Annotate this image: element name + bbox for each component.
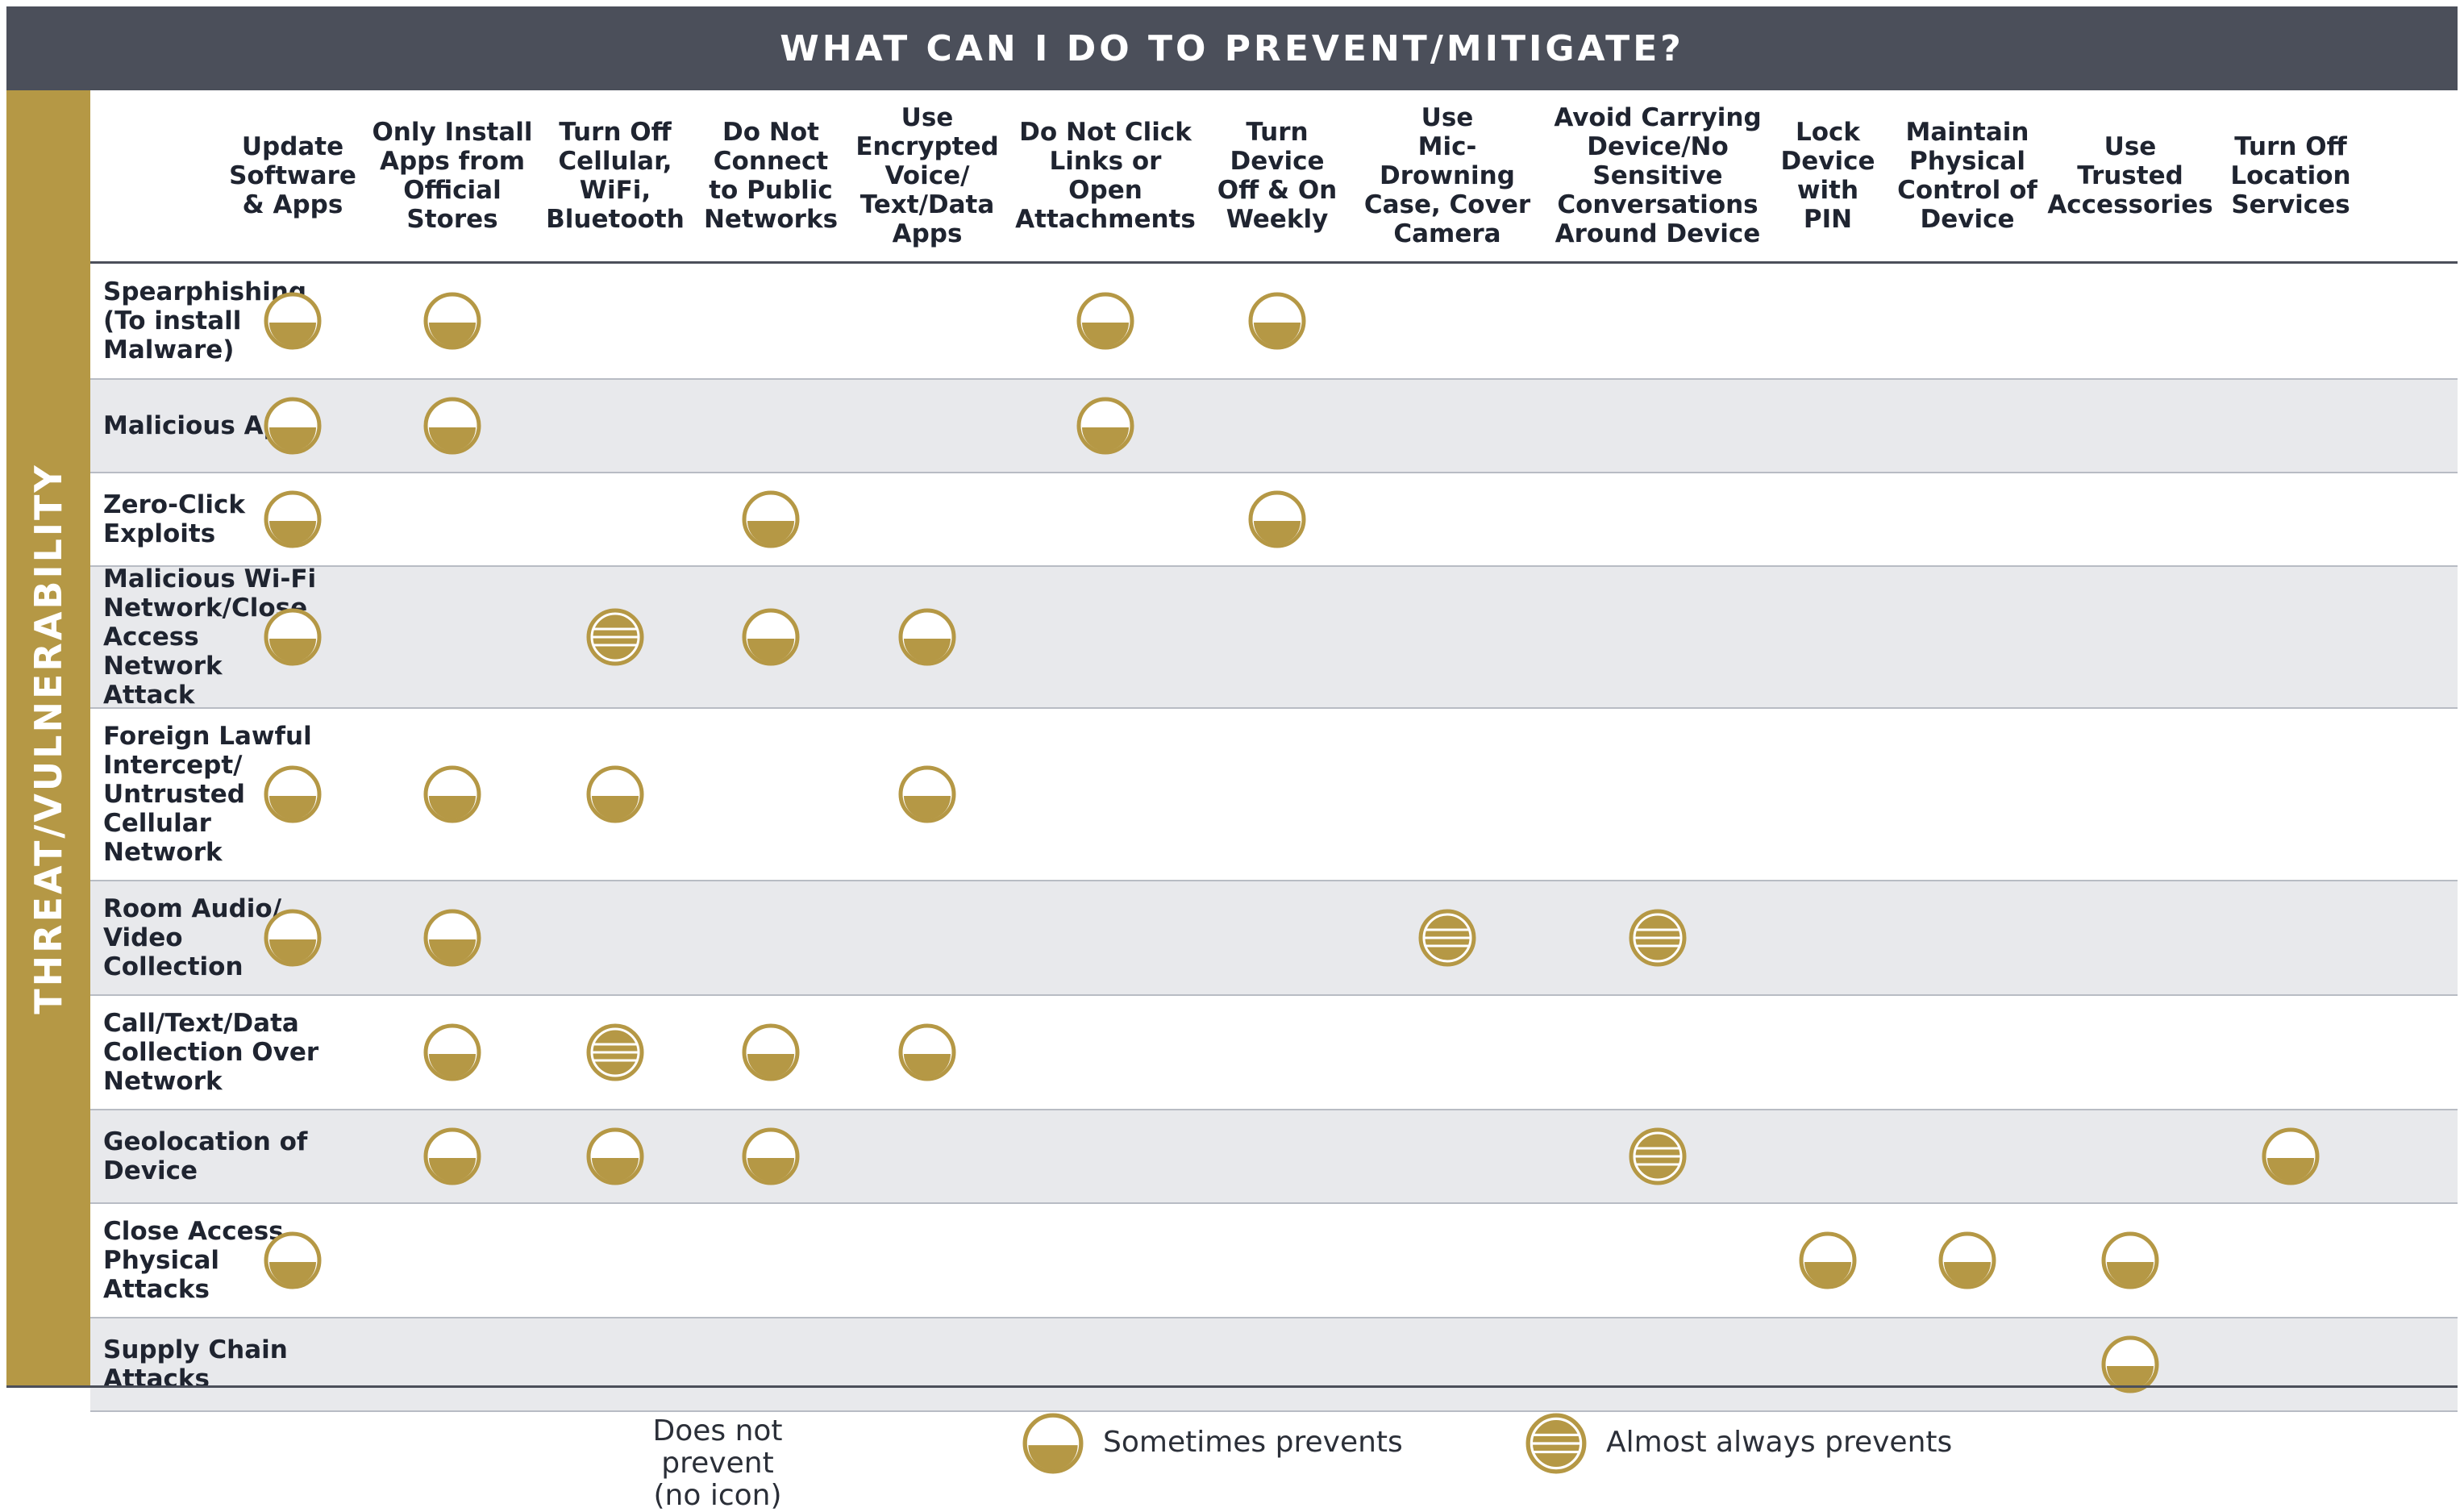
- row-label: Call/Text/Data Collection Over Network: [103, 1009, 319, 1096]
- mitigation-table: Update Software & Apps Only Install Apps …: [90, 90, 2458, 1412]
- row-label: Supply Chain Attacks: [103, 1335, 288, 1393]
- legend-sometimes-label: Sometimes prevents: [1103, 1426, 1403, 1459]
- column-header-pin: Lock Device with PIN: [1780, 118, 1875, 234]
- almost-always-prevents-icon: [586, 608, 644, 666]
- table-row: Geolocation of Device: [90, 1110, 2458, 1204]
- almost-always-prevents-icon: [1629, 1127, 1687, 1185]
- row-label: Spearphishing (To install Malware): [103, 277, 307, 364]
- sometimes-prevents-icon: [1248, 292, 1306, 350]
- sometimes-prevents-icon: [586, 1127, 644, 1185]
- sometimes-prevents-icon: [423, 1127, 481, 1185]
- almost-always-prevents-icon: [1629, 909, 1687, 967]
- sometimes-prevents-icon: [264, 909, 322, 967]
- page-header: WHAT CAN I DO TO PREVENT/MITIGATE?: [6, 6, 2458, 90]
- sometimes-prevents-icon: [2101, 1231, 2159, 1289]
- sometimes-prevents-icon: [423, 397, 481, 455]
- sometimes-prevents-icon: [264, 608, 322, 666]
- sometimes-prevents-icon: [586, 765, 644, 823]
- table-row: Zero-Click Exploits: [90, 473, 2458, 567]
- sometimes-prevents-icon: [264, 1231, 322, 1289]
- sometimes-prevents-icon: [2262, 1127, 2320, 1185]
- sometimes-prevents-icon: [742, 1127, 800, 1185]
- column-header-row: Update Software & Apps Only Install Apps …: [90, 90, 2458, 264]
- sometimes-prevents-icon: [1022, 1413, 1084, 1474]
- column-header-update: Update Software & Apps: [229, 132, 356, 219]
- column-header-avoid: Avoid Carrying Device/No Sensitive Conve…: [1554, 103, 1762, 248]
- sometimes-prevents-icon: [2101, 1335, 2159, 1393]
- threat-vulnerability-sidebar: THREAT/VULNERABILITY: [6, 90, 90, 1387]
- legend-none-label: Does not prevent (no icon): [652, 1414, 783, 1512]
- sometimes-prevents-icon: [898, 765, 956, 823]
- table-row: Call/Text/Data Collection Over Network: [90, 996, 2458, 1110]
- table-row: Close Access Physical Attacks: [90, 1204, 2458, 1318]
- sometimes-prevents-icon: [264, 765, 322, 823]
- column-header-mic: Use Mic-Drowning Case, Cover Camera: [1363, 103, 1531, 248]
- column-header-official: Only Install Apps from Official Stores: [372, 118, 533, 234]
- sometimes-prevents-icon: [423, 909, 481, 967]
- sometimes-prevents-icon: [423, 765, 481, 823]
- sometimes-prevents-icon: [898, 1023, 956, 1081]
- sometimes-prevents-icon: [423, 292, 481, 350]
- sometimes-prevents-icon: [1076, 397, 1134, 455]
- sometimes-prevents-icon: [1076, 292, 1134, 350]
- table-bottom-rule: [6, 1385, 2458, 1388]
- table-row: Foreign Lawful Intercept/ Untrusted Cell…: [90, 709, 2458, 881]
- table-row: Malicious Wi-Fi Network/Close Access Net…: [90, 564, 2458, 710]
- sometimes-prevents-icon: [423, 1023, 481, 1081]
- column-header-physical: Maintain Physical Control of Device: [1897, 118, 2037, 234]
- column-header-public: Do Not Connect to Public Networks: [703, 118, 839, 234]
- page-title: WHAT CAN I DO TO PREVENT/MITIGATE?: [780, 27, 1684, 69]
- sometimes-prevents-icon: [1248, 490, 1306, 548]
- column-header-links: Do Not Click Links or Open Attachments: [1015, 118, 1196, 234]
- column-header-trusted: Use Trusted Accessories: [2047, 132, 2213, 219]
- column-header-weekly: Turn Device Off & On Weekly: [1217, 118, 1338, 234]
- row-label: Malicious Wi-Fi Network/Close Access Net…: [103, 564, 317, 710]
- column-header-location: Turn Off Location Services: [2230, 132, 2351, 219]
- table-row: Malicious Apps: [90, 380, 2458, 473]
- sometimes-prevents-icon: [1799, 1231, 1857, 1289]
- sometimes-prevents-icon: [264, 490, 322, 548]
- row-label: Foreign Lawful Intercept/ Untrusted Cell…: [103, 722, 312, 867]
- sidebar-label: THREAT/VULNERABILITY: [27, 463, 70, 1014]
- sometimes-prevents-icon: [742, 608, 800, 666]
- almost-always-prevents-icon: [586, 1023, 644, 1081]
- sometimes-prevents-icon: [264, 397, 322, 455]
- sometimes-prevents-icon: [742, 490, 800, 548]
- legend-almost-label: Almost always prevents: [1606, 1426, 1953, 1459]
- table-row: Room Audio/ Video Collection: [90, 881, 2458, 996]
- table-row: Spearphishing (To install Malware): [90, 264, 2458, 380]
- almost-always-prevents-icon: [1418, 909, 1476, 967]
- table-body: Spearphishing (To install Malware) Malici…: [90, 264, 2458, 1412]
- sometimes-prevents-icon: [742, 1023, 800, 1081]
- sometimes-prevents-icon: [898, 608, 956, 666]
- column-header-encrypted: Use Encrypted Voice/ Text/Data Apps: [855, 103, 999, 248]
- table-row: Supply Chain Attacks: [90, 1318, 2458, 1412]
- column-header-turnoff: Turn Off Cellular, WiFi, Bluetooth: [546, 118, 685, 234]
- row-label: Room Audio/ Video Collection: [103, 894, 282, 981]
- row-label: Zero-Click Exploits: [103, 490, 245, 548]
- row-label: Geolocation of Device: [103, 1127, 308, 1185]
- sometimes-prevents-icon: [264, 292, 322, 350]
- sometimes-prevents-icon: [1938, 1231, 1996, 1289]
- almost-always-prevents-icon: [1525, 1413, 1587, 1474]
- row-label: Close Access Physical Attacks: [103, 1217, 284, 1304]
